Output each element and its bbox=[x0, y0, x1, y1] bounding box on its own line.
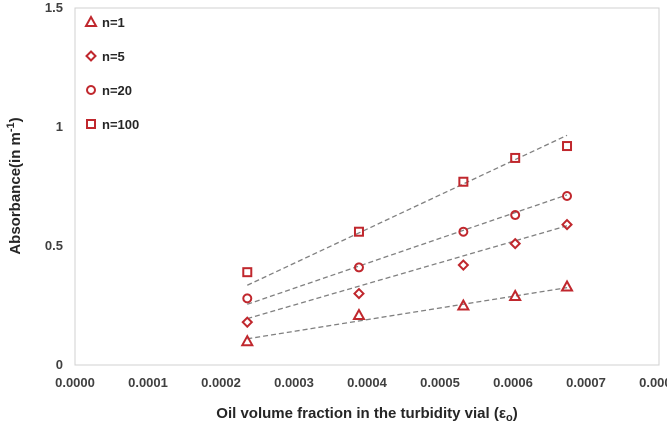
data-point-circle bbox=[242, 293, 253, 304]
x-tick-label: 0.0006 bbox=[493, 375, 533, 390]
x-tick-label: 0.0008 bbox=[639, 375, 667, 390]
legend-label: n=5 bbox=[102, 49, 125, 64]
x-tick-label: 0.0005 bbox=[420, 375, 460, 390]
legend-marker-square bbox=[86, 119, 96, 129]
y-tick-label: 1.5 bbox=[45, 0, 63, 15]
legend-label: n=1 bbox=[102, 15, 125, 30]
y-axis-title: Absorbance(in m-1) bbox=[5, 117, 24, 254]
data-point-circle bbox=[353, 262, 364, 273]
x-axis-title: Oil volume fraction in the turbidity via… bbox=[216, 405, 517, 424]
data-point-square bbox=[510, 152, 521, 163]
trendline-square bbox=[247, 134, 568, 286]
data-point-triangle bbox=[352, 307, 366, 321]
legend-label: n=100 bbox=[102, 117, 139, 132]
data-point-circle bbox=[458, 226, 469, 237]
data-point-triangle bbox=[560, 279, 574, 292]
legend: n=1 n=5 n=20 n=100 bbox=[84, 14, 139, 132]
x-tick-label: 0.0007 bbox=[566, 375, 606, 390]
data-point-square bbox=[353, 226, 364, 237]
trendline-triangle bbox=[247, 287, 568, 340]
y-tick-label: 1 bbox=[56, 119, 63, 134]
data-point-triangle bbox=[508, 288, 522, 301]
data-point-square bbox=[242, 267, 253, 278]
x-tick-label: 0.0000 bbox=[55, 375, 95, 390]
y-tick-label: 0 bbox=[56, 357, 63, 372]
data-point-circle bbox=[510, 210, 521, 221]
x-tick-label: 0.0003 bbox=[274, 375, 314, 390]
legend-marker-triangle bbox=[84, 14, 98, 27]
y-tick-label: 0.5 bbox=[45, 238, 63, 253]
data-point-circle bbox=[562, 191, 573, 202]
trendline-circle bbox=[247, 194, 568, 305]
x-tick-labels: 0.0000 0.0001 0.0002 0.0003 0.0004 0.0005 0.00… bbox=[55, 375, 667, 390]
plot-area bbox=[74, 7, 660, 366]
x-tick-label: 0.0002 bbox=[201, 375, 241, 390]
data-point-diamond bbox=[353, 287, 365, 300]
data-point-diamond bbox=[457, 259, 470, 271]
legend-marker-circle bbox=[86, 85, 96, 95]
data-point-diamond bbox=[561, 218, 573, 231]
legend-marker-diamond bbox=[85, 50, 97, 62]
data-point-triangle bbox=[456, 298, 471, 311]
data-point-square bbox=[458, 176, 469, 187]
trendlines bbox=[247, 134, 568, 340]
data-point-triangle bbox=[240, 334, 254, 347]
data-point-diamond bbox=[241, 316, 254, 329]
data-points bbox=[240, 141, 574, 347]
x-tick-label: 0.0001 bbox=[128, 375, 168, 390]
legend-label: n=20 bbox=[102, 83, 132, 98]
data-point-square bbox=[562, 141, 573, 152]
x-tick-label: 0.0004 bbox=[347, 375, 388, 390]
data-point-diamond bbox=[509, 237, 522, 250]
y-tick-labels: 0 0.5 1 1.5 bbox=[45, 0, 63, 372]
